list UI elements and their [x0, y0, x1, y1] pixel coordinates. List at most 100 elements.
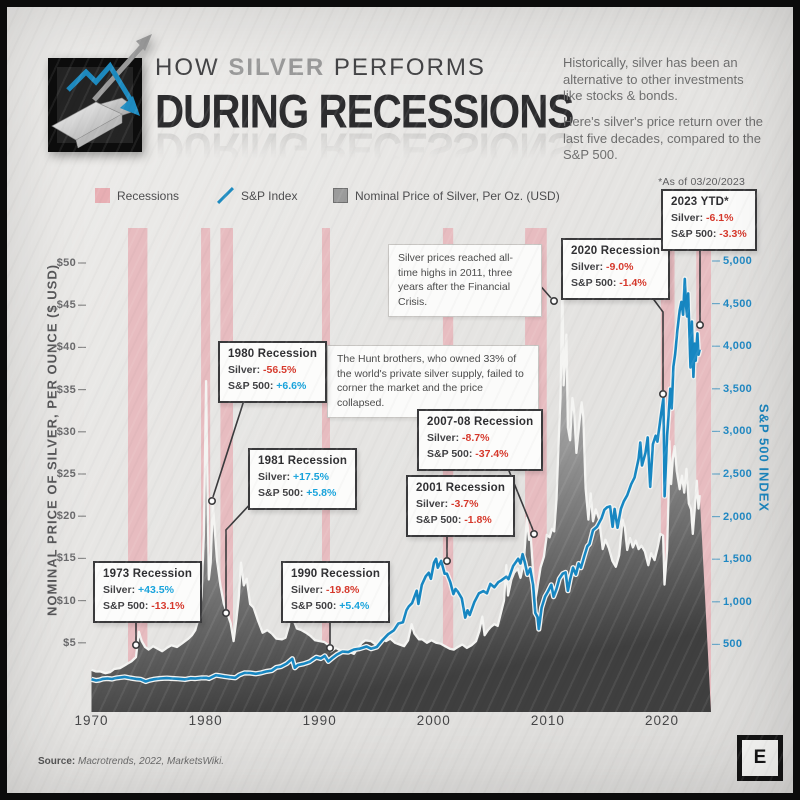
2007-08-Recession-connector: [504, 460, 534, 531]
callout-silver-row: Silver: -9.0%: [571, 260, 660, 276]
callout-silver-label: Silver:: [291, 584, 327, 596]
2007-08-Recession-marker-dot: [529, 529, 538, 538]
up-arrowhead: [136, 34, 152, 51]
legend-label-recessions: Recessions: [117, 188, 180, 203]
callout-silver-value: -19.8%: [326, 584, 360, 596]
recessions-swatch-icon: [95, 188, 110, 203]
2020-Recession-marker-dot: [658, 389, 667, 398]
left-axis-tick-label: $30: [56, 425, 76, 438]
recession-callout-2001-Recession: 2001 Recession Silver: -3.7% S&P 500: -1.8…: [406, 475, 516, 537]
callout-sp-value: -13.1%: [151, 599, 185, 612]
legend-item-sp-index: S&P Index: [217, 188, 297, 203]
callout-silver-row: Silver: -56.5%: [228, 363, 317, 379]
callout-title: 1990 Recession: [291, 568, 381, 580]
connector-layer: [132, 241, 704, 652]
callout-silver-label: Silver:: [103, 584, 139, 596]
callout-sp-row: S&P 500: -37.4%: [427, 447, 533, 463]
right-axis-tick-label: 2,500: [723, 468, 753, 480]
up-arrow-icon: [92, 42, 146, 102]
callout-silver-row: Silver: -8.7%: [427, 431, 533, 447]
source-text: Macrotrends, 2022, MarketsWiki.: [75, 756, 225, 767]
silver-bars-icon: [48, 34, 152, 152]
page-title-line1: HOW SILVER PERFORMS: [155, 54, 591, 82]
x-axis-tick-label: 2010: [530, 713, 565, 728]
elements-logo: E: [737, 735, 783, 781]
callout-silver-row: Silver: -6.1%: [671, 211, 747, 227]
callout-silver-row: Silver: -19.8%: [291, 583, 380, 599]
right-axis-tick-label: 1,000: [723, 595, 753, 608]
left-axis-tick-label: $25: [56, 468, 76, 480]
right-axis-tick-label: 3,000: [723, 425, 753, 438]
callout-sp-label: S&P 500:: [228, 379, 277, 392]
callout-silver-value: -6.1%: [706, 212, 734, 224]
left-axis-tick-label: $20: [56, 510, 76, 523]
callout-silver-row: Silver: -3.7%: [416, 497, 505, 513]
silver-price-area: [91, 284, 711, 712]
callout-silver-row: Silver: +17.5%: [258, 470, 347, 486]
header: HOW SILVER PERFORMS DURING RECESSIONS DU…: [155, 54, 591, 176]
legend-item-silver-price: Nominal Price of Silver, Per Oz. (USD): [333, 188, 560, 203]
callout-title: 2023 YTD*: [671, 196, 729, 208]
right-axis-tick-label: 3,500: [723, 382, 753, 395]
legend-label-silver-price: Nominal Price of Silver, Per Oz. (USD): [355, 188, 560, 203]
callout-sp-label: S&P 500:: [258, 486, 307, 499]
callout-silver-value: +43.5%: [138, 584, 174, 596]
left-axis-tick-label: $40: [56, 341, 76, 354]
callout-sp-row: S&P 500: +5.8%: [258, 486, 347, 502]
callout-title: 1973 Recession: [103, 568, 193, 580]
down-arrow-icon: [66, 61, 135, 104]
x-axis-tick-label: 2000: [416, 713, 451, 728]
note-hunt-brothers: The Hunt brothers, who owned 33% of the …: [327, 345, 539, 418]
callout-sp-value: -37.4%: [475, 447, 509, 460]
callout-sp-row: S&P 500: +6.6%: [228, 379, 317, 395]
callout-silver-label: Silver:: [427, 432, 463, 444]
1980-Recession-connector: [212, 393, 247, 498]
left-axis-tick-label: $5: [63, 636, 76, 649]
callout-sp-row: S&P 500: -1.8%: [416, 513, 505, 529]
callout-sp-row: S&P 500: -13.1%: [103, 599, 192, 615]
callout-title: 1981 Recession: [258, 455, 348, 467]
sp-line-swatch-icon: [217, 188, 234, 203]
note-0-marker-dot: [549, 296, 558, 305]
1973-Recession-marker-dot: [132, 640, 141, 649]
left-axis-tick-label: $10: [56, 594, 76, 607]
callout-sp-label: S&P 500:: [427, 447, 476, 460]
1981-Recession-marker-dot: [222, 608, 231, 617]
callout-silver-value: -9.0%: [606, 261, 634, 273]
callout-title: 2020 Recession: [571, 245, 661, 257]
intro-text: Historically, silver has been an alterna…: [563, 55, 765, 173]
recession-callout-2020-Recession: 2020 Recession Silver: -9.0% S&P 500: -1.4…: [561, 238, 671, 300]
silver-ingot-side: [75, 113, 123, 149]
callout-silver-value: -56.5%: [263, 364, 297, 376]
as-of-date: *As of 03/20/2023: [658, 176, 745, 188]
x-axis-tick-label: 2020: [644, 713, 680, 728]
callout-sp-label: S&P 500:: [671, 227, 720, 240]
callout-silver-value: -8.7%: [462, 432, 490, 444]
callout-title: 2001 Recession: [416, 482, 506, 494]
right-axis-tick-label: 4,000: [723, 340, 753, 353]
recession-callout-2007-08-Recession: 2007-08 Recession Silver: -8.7% S&P 500: -…: [417, 409, 544, 471]
callout-silver-label: Silver:: [571, 261, 607, 273]
title-reflection-text: DURING RECESSIONS: [155, 123, 574, 176]
callout-silver-label: Silver:: [228, 364, 264, 376]
right-axis-tick-label: 500: [723, 638, 743, 651]
callout-silver-label: Silver:: [258, 471, 294, 483]
left-axis-tick-label: $45: [56, 299, 76, 312]
1990-Recession-marker-dot: [325, 643, 334, 652]
recession-callout-2023-YTD-: 2023 YTD* Silver: -6.1% S&P 500: -3.3%: [661, 189, 757, 251]
source-label: Source:: [38, 756, 76, 767]
left-axis-tick-label: $35: [56, 383, 76, 396]
x-axis-tick-label: 1970: [74, 713, 109, 728]
callout-sp-value: -3.3%: [719, 227, 747, 240]
recession-callout-1990-Recession: 1990 Recession Silver: -19.8% S&P 500: +5.…: [281, 561, 391, 623]
1981-Recession-connector: [225, 499, 255, 609]
silver-swatch-icon: [333, 188, 348, 203]
right-axis-tick-label: 1,500: [723, 553, 753, 566]
callout-silver-label: Silver:: [671, 212, 707, 224]
callout-silver-value: +17.5%: [293, 471, 329, 483]
x-axis-tick-label: 1980: [188, 713, 223, 728]
callout-sp-label: S&P 500:: [291, 599, 340, 612]
title-reflection: DURING RECESSIONS: [155, 123, 591, 176]
left-axis-tick-label: $15: [56, 552, 76, 565]
2001-Recession-marker-dot: [442, 556, 451, 565]
